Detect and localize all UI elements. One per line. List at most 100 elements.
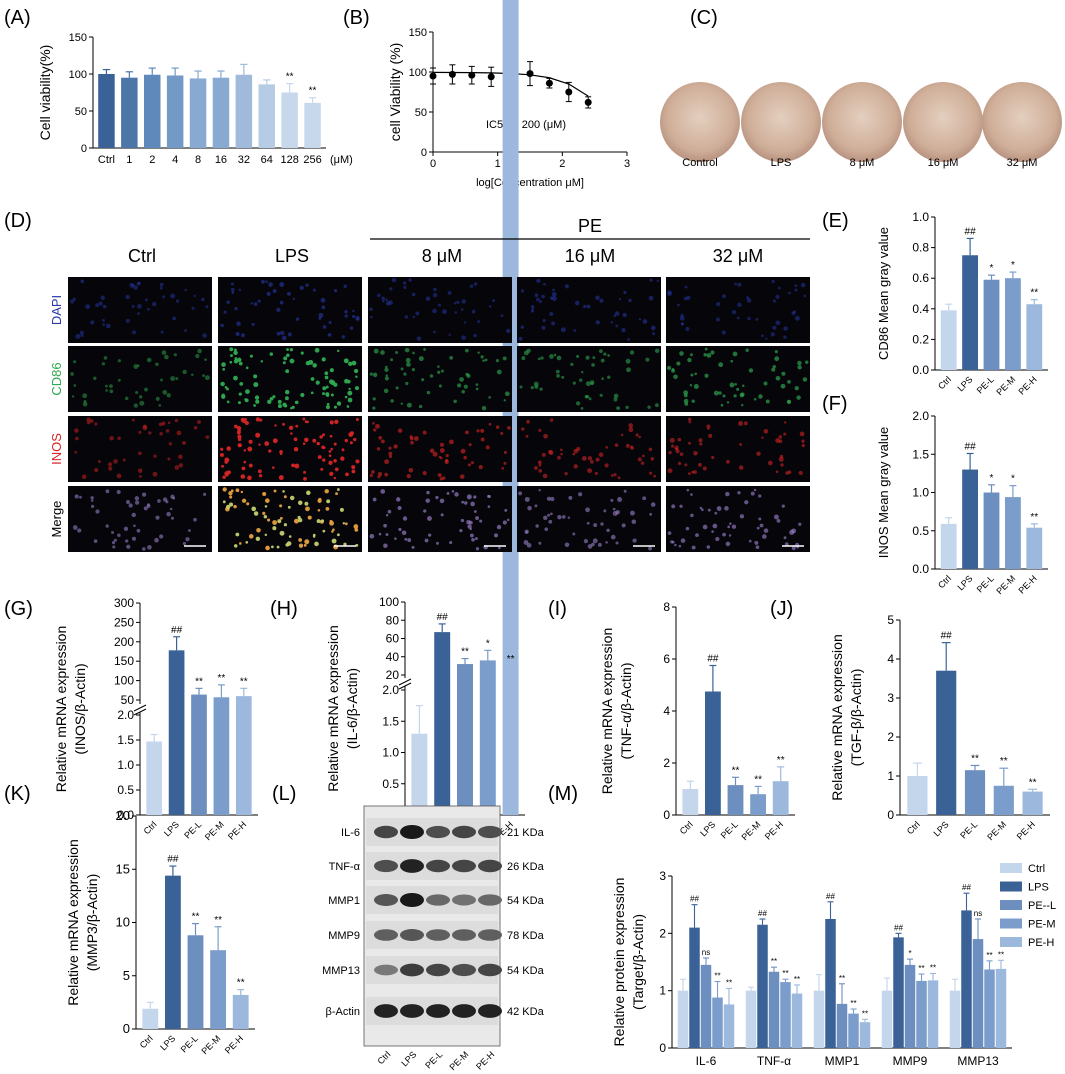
cell-signal bbox=[147, 544, 152, 550]
cell-signal bbox=[676, 361, 681, 366]
cell-signal bbox=[283, 356, 288, 361]
bar bbox=[780, 982, 791, 1048]
y-tick-label: 300 bbox=[114, 596, 134, 610]
cell-signal bbox=[460, 308, 464, 311]
cell-signal bbox=[235, 331, 240, 336]
cell-signal bbox=[778, 439, 783, 444]
cell-signal bbox=[290, 432, 293, 435]
cell-signal bbox=[410, 440, 414, 445]
cell-signal bbox=[385, 514, 389, 517]
cell-signal bbox=[264, 505, 268, 508]
fluor-tile bbox=[218, 416, 362, 482]
cell-signal bbox=[372, 372, 378, 378]
cell-signal bbox=[600, 522, 604, 526]
fluor-tiles: DAPI CD86 INOS Merge bbox=[49, 277, 810, 552]
y-tick-label: 2.0 bbox=[912, 409, 929, 423]
significance-label: ** bbox=[862, 1009, 868, 1018]
cell-signal bbox=[653, 474, 656, 478]
y-tick-label: 1 bbox=[887, 769, 894, 783]
cell-signal bbox=[614, 443, 619, 447]
cell-signal bbox=[761, 436, 764, 439]
cell-signal bbox=[716, 317, 720, 322]
cell-signal bbox=[441, 476, 446, 480]
cell-signal bbox=[503, 399, 506, 402]
cell-signal bbox=[388, 451, 393, 456]
cell-signal bbox=[279, 449, 283, 454]
cell-signal bbox=[459, 528, 463, 533]
cell-signal bbox=[439, 448, 445, 453]
cell-signal bbox=[219, 452, 224, 457]
cell-signal bbox=[337, 349, 340, 353]
cell-signal bbox=[250, 302, 254, 305]
y-axis-label: INOS Mean gray value bbox=[876, 427, 891, 559]
x-tick-label: LPS bbox=[955, 573, 974, 592]
cell-signal bbox=[654, 348, 660, 354]
fluor-tile bbox=[68, 486, 212, 552]
blot-band bbox=[426, 1004, 450, 1018]
cell-signal bbox=[107, 462, 113, 467]
cell-signal bbox=[549, 311, 554, 316]
cell-signal bbox=[126, 544, 131, 549]
cell-signal bbox=[504, 391, 510, 397]
cell-signal bbox=[473, 333, 477, 338]
cell-signal bbox=[138, 395, 143, 399]
cell-signal bbox=[253, 511, 259, 516]
cell-signal bbox=[688, 420, 692, 424]
cell-signal bbox=[612, 507, 616, 511]
blot-size-label: 54 KDa bbox=[507, 965, 545, 977]
cell-signal bbox=[314, 541, 319, 547]
cell-signal bbox=[158, 404, 162, 407]
cell-signal bbox=[730, 359, 734, 363]
cell-signal bbox=[590, 459, 594, 464]
x-tick-label: PE-H bbox=[1016, 374, 1038, 396]
cell-signal bbox=[758, 494, 762, 498]
cell-signal bbox=[393, 444, 398, 449]
y-axis-label: Relative mRNA expression bbox=[53, 626, 69, 793]
x-tick-label: LPS bbox=[955, 374, 974, 393]
cell-signal bbox=[557, 514, 562, 520]
cell-signal bbox=[383, 543, 388, 549]
cell-signal bbox=[548, 519, 553, 524]
cell-signal bbox=[283, 404, 288, 408]
cell-signal bbox=[328, 450, 332, 453]
cell-signal bbox=[268, 449, 272, 453]
cell-signal bbox=[347, 390, 353, 396]
cell-signal bbox=[411, 545, 415, 549]
cell-signal bbox=[264, 441, 270, 446]
blot-band bbox=[478, 859, 502, 873]
bar bbox=[1026, 527, 1043, 569]
cell-signal bbox=[703, 353, 707, 357]
cell-signal bbox=[315, 380, 320, 385]
cell-signal bbox=[406, 362, 411, 367]
x-tick-label: LPS bbox=[698, 819, 717, 838]
cell-signal bbox=[581, 370, 584, 374]
significance-label: ** bbox=[1029, 777, 1037, 788]
cell-signal bbox=[291, 405, 295, 409]
dish-label-8um: 8 μM bbox=[850, 157, 875, 169]
cell-signal bbox=[666, 365, 672, 371]
cell-signal bbox=[778, 456, 784, 462]
significance-label: ** bbox=[1030, 512, 1038, 523]
cell-signal bbox=[524, 529, 529, 534]
fluor-col-8um: 8 μM bbox=[422, 246, 462, 266]
cell-signal bbox=[142, 547, 146, 551]
bar bbox=[144, 74, 161, 148]
cell-signal bbox=[277, 519, 282, 524]
cell-signal bbox=[801, 443, 805, 448]
bar bbox=[191, 694, 207, 815]
cell-signal bbox=[448, 439, 454, 445]
cell-signal bbox=[615, 541, 619, 545]
cell-signal bbox=[303, 543, 307, 547]
cell-signal bbox=[726, 459, 730, 464]
cell-signal bbox=[506, 518, 510, 522]
dish-control bbox=[660, 82, 740, 162]
cell-signal bbox=[322, 433, 325, 437]
cell-signal bbox=[103, 356, 108, 360]
cell-signal bbox=[326, 394, 330, 398]
cell-signal bbox=[225, 473, 229, 477]
x-tick-label: 1 bbox=[495, 158, 501, 170]
blot-band bbox=[400, 825, 424, 839]
cell-signal bbox=[333, 442, 337, 446]
cell-signal bbox=[298, 538, 303, 542]
cell-signal bbox=[594, 471, 598, 476]
